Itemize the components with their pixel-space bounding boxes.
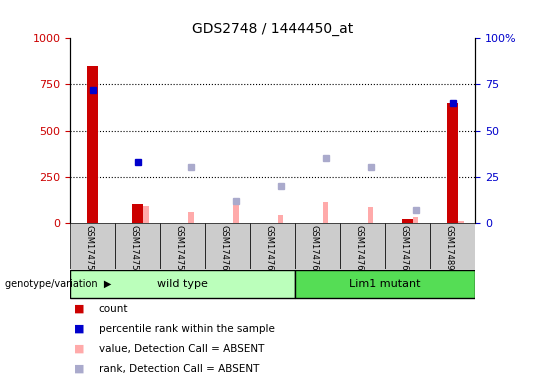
Text: ■: ■	[75, 364, 85, 374]
Text: GSM174758: GSM174758	[130, 225, 139, 276]
Bar	[413, 217, 418, 223]
Bar	[295, 270, 475, 298]
Bar	[295, 223, 340, 269]
Text: rank, Detection Call = ABSENT: rank, Detection Call = ABSENT	[99, 364, 259, 374]
Text: GSM174764: GSM174764	[400, 225, 409, 276]
Bar	[340, 223, 385, 269]
Text: GSM174891: GSM174891	[444, 225, 454, 276]
Bar	[323, 202, 328, 223]
Text: GSM174763: GSM174763	[355, 225, 363, 276]
Text: value, Detection Call = ABSENT: value, Detection Call = ABSENT	[99, 344, 264, 354]
Text: ■: ■	[75, 344, 85, 354]
Bar	[205, 223, 250, 269]
Bar	[278, 215, 284, 223]
Text: ■: ■	[75, 304, 85, 314]
Text: genotype/variation  ▶: genotype/variation ▶	[5, 279, 112, 289]
Bar	[430, 223, 475, 269]
Bar	[132, 204, 143, 223]
Text: count: count	[99, 304, 128, 314]
Text: GSM174759: GSM174759	[174, 225, 184, 276]
Text: GSM174757: GSM174757	[85, 225, 93, 276]
Bar	[160, 223, 205, 269]
Bar	[458, 221, 463, 223]
Text: GSM174761: GSM174761	[265, 225, 274, 276]
Bar	[402, 219, 413, 223]
Text: percentile rank within the sample: percentile rank within the sample	[99, 324, 274, 334]
Bar	[70, 223, 115, 269]
Text: Lim1 mutant: Lim1 mutant	[349, 279, 421, 289]
Bar	[116, 223, 160, 269]
Bar	[87, 66, 98, 223]
Bar	[188, 212, 193, 223]
Bar	[251, 223, 295, 269]
Title: GDS2748 / 1444450_at: GDS2748 / 1444450_at	[192, 22, 353, 36]
Text: ■: ■	[75, 324, 85, 334]
Bar	[447, 103, 458, 223]
Text: GSM174762: GSM174762	[309, 225, 319, 276]
Text: GSM174760: GSM174760	[220, 225, 228, 276]
Bar	[386, 223, 430, 269]
Bar	[368, 207, 374, 223]
Bar	[233, 200, 239, 223]
Bar	[143, 206, 148, 223]
Text: wild type: wild type	[157, 279, 208, 289]
Bar	[70, 270, 295, 298]
